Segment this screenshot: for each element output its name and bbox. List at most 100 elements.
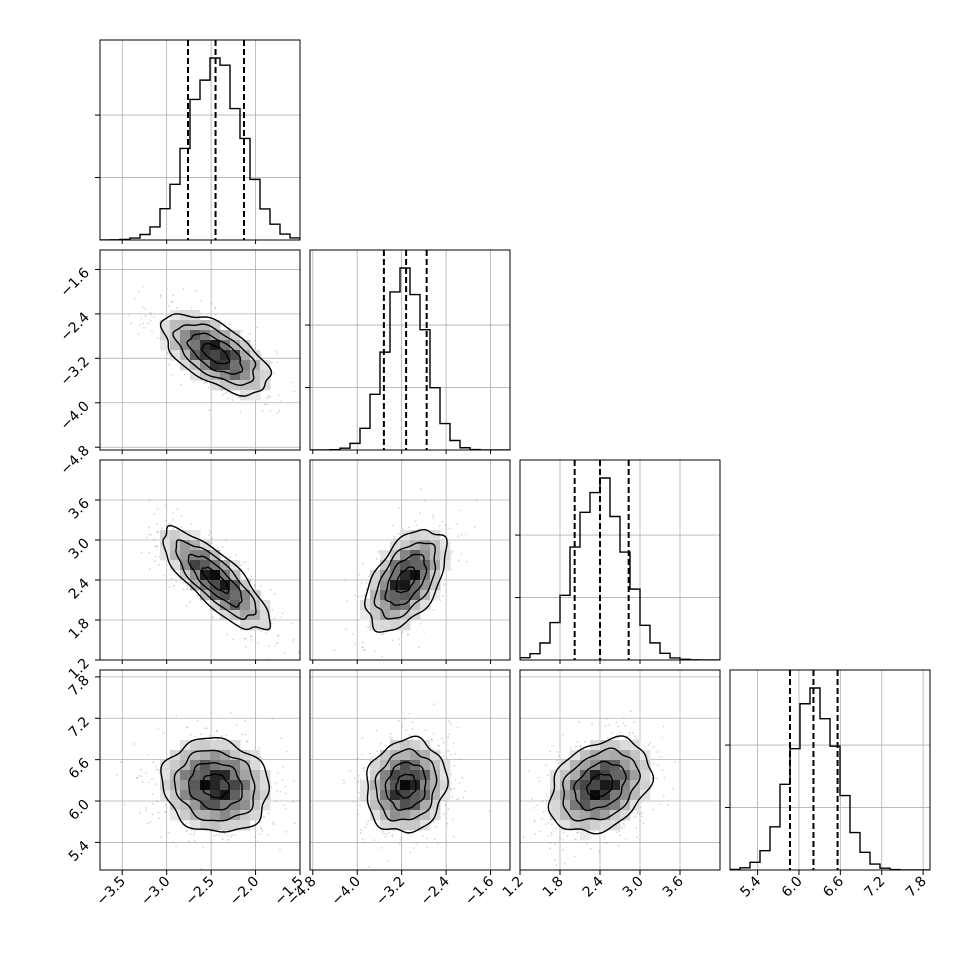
tick-label-x: 7.8 (903, 874, 930, 901)
sample-point (363, 594, 366, 596)
sample-point (176, 306, 178, 309)
sample-point (438, 525, 441, 527)
density-cell (430, 800, 441, 811)
sample-point (398, 532, 400, 535)
sample-point (246, 740, 249, 743)
sample-point (576, 831, 579, 834)
sample-point (536, 804, 539, 807)
density-cell (260, 770, 271, 781)
density-cell (180, 780, 191, 791)
density-cell (380, 800, 391, 811)
sample-point (374, 650, 376, 653)
density-cell (210, 550, 221, 561)
tick-label-y: 7.2 (66, 714, 93, 741)
sample-point (261, 829, 264, 832)
density-cell (220, 370, 231, 381)
sample-point (144, 315, 147, 317)
sample-point (218, 834, 221, 837)
tick-label-x: 3.6 (660, 873, 687, 900)
contour-line-3 (175, 539, 257, 621)
sample-point (657, 764, 659, 766)
density-cell (610, 780, 621, 791)
sample-point (302, 657, 304, 659)
sample-point (415, 842, 418, 844)
sample-point (522, 836, 525, 839)
density-cell (240, 590, 251, 601)
sample-point (363, 770, 366, 772)
contour-line-3 (374, 748, 438, 822)
density-cell (200, 770, 211, 781)
sample-point (190, 307, 193, 310)
sample-point (297, 651, 300, 654)
sample-point (203, 381, 206, 384)
contour-line-2 (573, 760, 627, 812)
sample-point (363, 841, 366, 844)
sample-point (260, 827, 263, 830)
sample-point (279, 848, 281, 851)
density-cell (430, 760, 441, 771)
sample-point (373, 839, 376, 841)
sample-point (446, 822, 449, 825)
sample-point (155, 765, 158, 768)
sample-point (149, 319, 152, 322)
sample-point (244, 720, 247, 722)
sample-point (432, 516, 434, 519)
sample-point (194, 735, 197, 738)
sample-point (433, 838, 436, 840)
density-cell (570, 800, 581, 811)
sample-point (276, 635, 279, 638)
density-cell (220, 570, 231, 581)
sample-point (618, 731, 621, 733)
sample-point (270, 589, 272, 591)
sample-point (152, 802, 154, 805)
density-cell (240, 760, 251, 771)
sample-point (250, 575, 252, 578)
sample-point (138, 290, 140, 292)
sample-point (275, 642, 278, 645)
sample-point (403, 717, 406, 720)
density-cell (230, 340, 241, 351)
sample-point (214, 306, 217, 309)
density-cell (220, 330, 231, 341)
density-cell (190, 740, 201, 751)
density-cell (430, 540, 441, 551)
density-cell (210, 760, 221, 771)
density-cell (180, 550, 191, 561)
sample-point (231, 399, 234, 401)
sample-point (206, 727, 209, 730)
tick-label-y: 6.6 (66, 755, 93, 782)
sample-point (364, 648, 367, 651)
sample-point (362, 767, 365, 769)
density-cell (380, 760, 391, 771)
density-cell (160, 760, 171, 771)
sample-point (252, 828, 255, 830)
sample-point (274, 799, 277, 802)
density-cell (250, 390, 261, 401)
density-cell (250, 620, 261, 631)
sample-point (591, 723, 593, 725)
sample-point (559, 837, 561, 839)
sample-point (273, 593, 276, 596)
sample-point (393, 537, 396, 540)
sample-point (554, 827, 557, 830)
sample-point (361, 838, 364, 841)
density-cell (220, 350, 231, 361)
density-cell (370, 770, 381, 781)
sample-point (459, 758, 462, 761)
sample-point (368, 626, 371, 629)
sample-point (280, 737, 282, 739)
sample-point (397, 506, 400, 509)
density-cell (410, 570, 421, 581)
sample-point (368, 866, 370, 868)
sample-point (516, 832, 518, 834)
sample-point (188, 840, 191, 842)
density-cell (210, 800, 221, 811)
sample-point (231, 834, 234, 836)
panel-frame (309, 459, 511, 661)
density-cell (640, 790, 651, 801)
sample-point (175, 714, 178, 717)
sample-point (139, 324, 142, 326)
density-cell (160, 340, 171, 351)
density-cell (390, 580, 401, 591)
sample-point (224, 833, 226, 835)
